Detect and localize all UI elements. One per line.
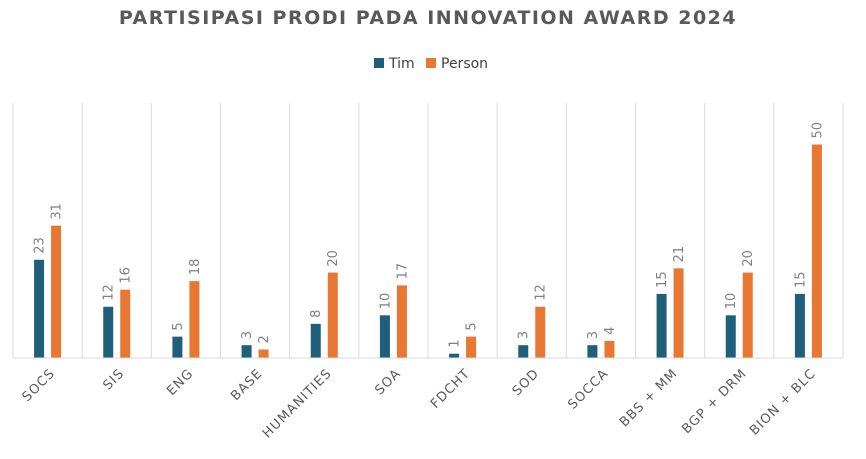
bar-tim-11 [794,293,805,358]
legend-item-tim: Tim [374,56,415,72]
x-tick-label-0: SOCS [20,366,59,405]
data-label-person-6: 5 [465,322,480,330]
data-label-person-2: 18 [188,259,203,276]
data-label-person-3: 2 [257,335,272,343]
data-label-person-0: 31 [50,203,65,220]
legend-label: Person [441,56,488,72]
data-label-person-5: 17 [395,263,410,280]
data-label-tim-2: 5 [171,322,186,330]
x-tick-label-4: HUMANITIES [260,366,335,441]
bar-person-10 [742,272,753,358]
bar-person-4 [327,272,338,358]
data-label-tim-11: 15 [793,271,808,288]
bar-tim-1 [103,306,114,358]
bar-tim-4 [310,323,321,358]
legend-label: Tim [388,56,415,72]
x-tick-label-9: BBS + MM [617,366,681,430]
data-label-person-4: 20 [326,250,341,267]
bar-person-9 [673,268,684,358]
bar-tim-9 [656,293,667,358]
bar-person-5 [396,285,407,358]
x-tick-label-5: SOA [372,366,404,398]
bar-person-2 [189,281,200,358]
x-tick-label-10: BGP + DRM [679,366,750,437]
bars [34,144,822,358]
bar-person-7 [535,306,546,358]
legend-item-person: Person [426,56,488,72]
data-label-tim-9: 15 [655,271,670,288]
data-label-person-11: 50 [810,122,825,139]
bar-tim-3 [241,345,252,358]
x-tick-label-6: FDCHT [428,366,473,411]
data-label-tim-1: 12 [102,284,117,301]
data-label-tim-6: 1 [448,339,463,347]
data-label-tim-10: 10 [724,293,739,310]
x-tick-label-3: BASE [228,366,266,404]
bar-tim-2 [172,336,183,358]
bar-person-0 [51,225,62,358]
legend-swatch [374,58,384,68]
data-label-tim-8: 3 [586,331,601,339]
bar-person-8 [604,340,615,358]
data-label-person-10: 20 [741,250,756,267]
grid-lines [12,103,844,358]
bar-person-6 [466,336,477,358]
data-label-person-1: 16 [119,267,134,284]
bar-tim-0 [34,259,45,358]
legend-swatch [426,58,436,68]
data-label-tim-4: 8 [309,310,324,318]
data-label-person-9: 21 [672,246,687,263]
x-tick-label-2: ENG [164,366,197,399]
x-tick-label-1: SIS [100,366,127,393]
data-label-tim-5: 10 [378,293,393,310]
data-label-person-8: 4 [603,327,618,335]
bar-tim-7 [518,345,529,358]
x-tick-label-7: SOD [510,366,543,399]
bar-tim-10 [725,315,736,358]
x-tick-label-8: SOCCA [565,366,611,412]
bar-tim-5 [379,315,390,358]
legend: Tim Person [374,56,488,72]
data-label-person-7: 12 [534,284,549,301]
bar-tim-6 [449,353,460,358]
bar-person-11 [811,144,822,358]
x-tick-label-11: BION + BLC [747,366,819,438]
data-label-tim-7: 3 [517,331,532,339]
data-label-tim-3: 3 [240,331,255,339]
bar-person-1 [120,289,131,358]
data-label-tim-0: 23 [33,237,48,254]
chart-title: PARTISIPASI PRODI PADA INNOVATION AWARD … [119,7,737,29]
bar-tim-8 [587,345,598,358]
bar-person-3 [258,349,269,358]
